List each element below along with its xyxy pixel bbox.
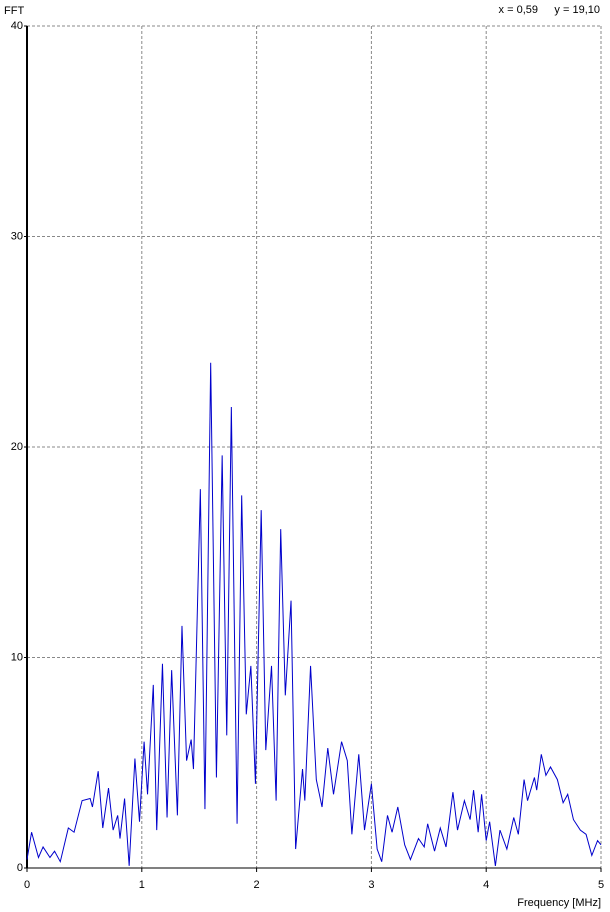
readout-y: y = 19,10 bbox=[554, 4, 600, 16]
fft-line bbox=[26, 362, 602, 866]
x-tick-label: 2 bbox=[254, 879, 260, 891]
x-axis-label: Frequency [MHz] bbox=[517, 897, 601, 909]
y-tick-label: 10 bbox=[11, 651, 23, 663]
x-tick-label: 5 bbox=[598, 879, 604, 891]
y-tick-label: 0 bbox=[17, 862, 23, 874]
y-tick-label: 40 bbox=[11, 20, 23, 32]
y-tick-label: 20 bbox=[11, 441, 23, 453]
x-tick-label: 4 bbox=[483, 879, 489, 891]
readout-x: x = 0,59 bbox=[499, 4, 538, 16]
x-tick-label: 3 bbox=[368, 879, 374, 891]
x-tick-label: 0 bbox=[24, 879, 30, 891]
x-tick-label: 1 bbox=[139, 879, 145, 891]
chart-title: FFT bbox=[4, 5, 24, 17]
y-tick-label: 30 bbox=[11, 230, 23, 242]
